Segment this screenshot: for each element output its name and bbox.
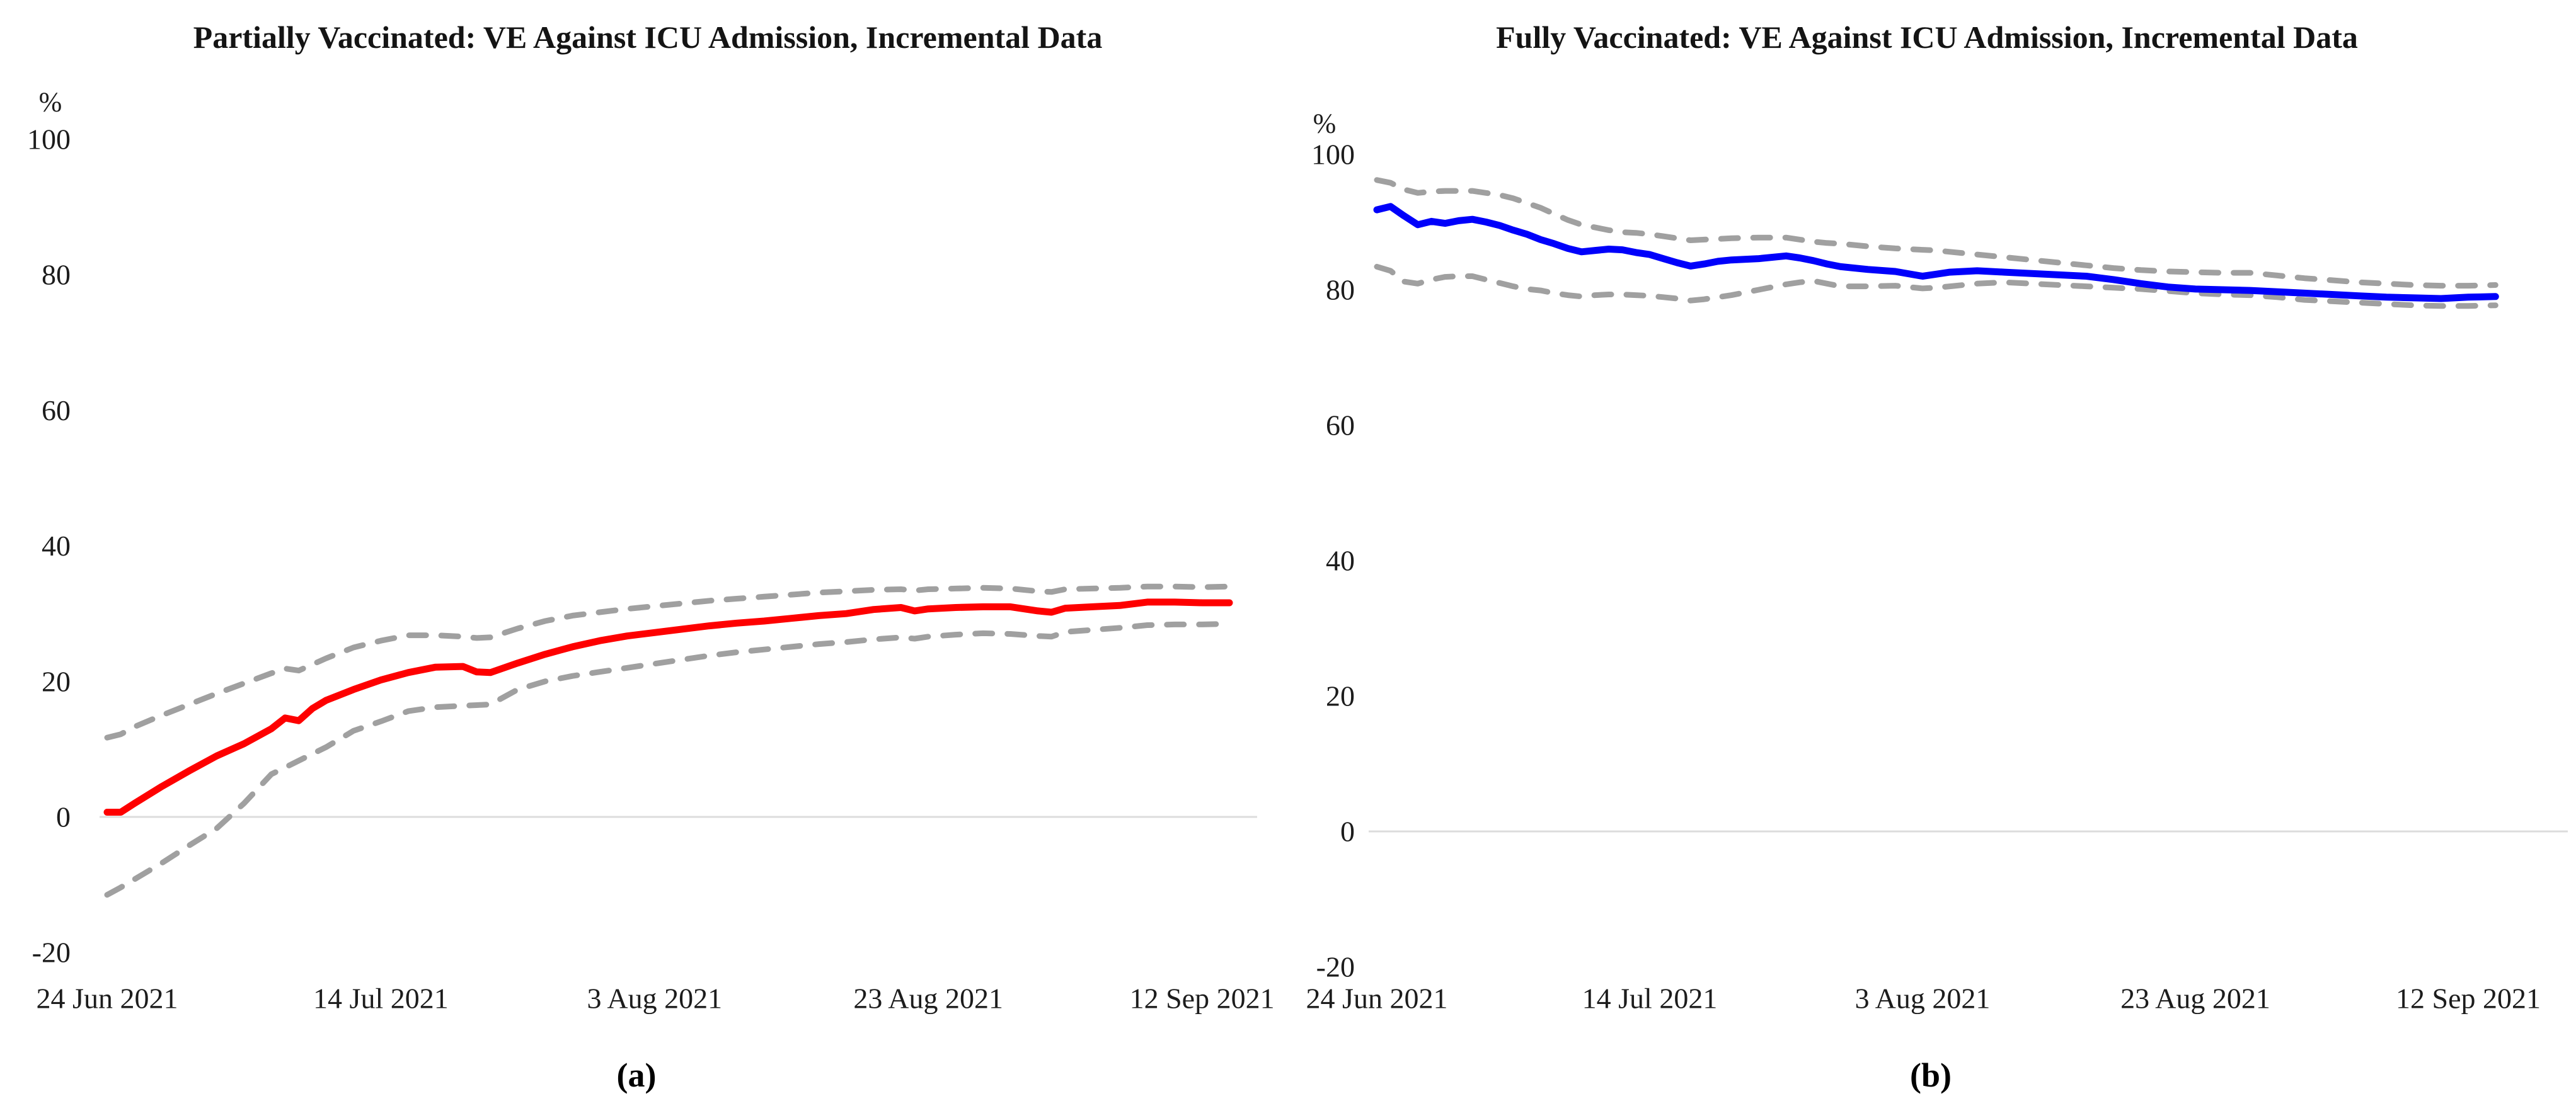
y-tick-label: 60 (42, 394, 71, 426)
y-tick-label: -20 (1316, 951, 1355, 983)
y-tick-label: 100 (27, 123, 71, 156)
ve-line (103, 598, 1233, 816)
ve-line (1373, 203, 2499, 302)
confidence-interval-line (104, 583, 1233, 741)
x-tick-label: 3 Aug 2021 (1855, 983, 1991, 1015)
y-tick-label: 80 (1326, 274, 1355, 306)
chart-title-fully-vaccinated: Fully Vaccinated: VE Against ICU Admissi… (1496, 20, 2358, 55)
x-tick-label: 24 Jun 2021 (1306, 983, 1448, 1015)
x-tick-label: 12 Sep 2021 (1130, 983, 1275, 1015)
panel-caption-a: (a) (616, 1056, 657, 1094)
y-axis-unit-label: % (39, 87, 62, 118)
y-tick-label: -20 (32, 937, 71, 969)
x-tick-label: 24 Jun 2021 (37, 983, 178, 1015)
y-tick-label: 80 (42, 259, 71, 291)
confidence-interval-line (1374, 177, 2498, 289)
x-tick-label: 23 Aug 2021 (853, 983, 1003, 1015)
confidence-interval-line (104, 620, 1233, 898)
y-axis-unit-label: % (1313, 108, 1337, 139)
y-tick-label: 40 (1326, 545, 1355, 577)
y-tick-label: 0 (1340, 816, 1355, 848)
y-tick-label: 20 (1326, 680, 1355, 712)
y-tick-label: 40 (42, 530, 71, 562)
y-tick-label: 60 (1326, 409, 1355, 442)
x-tick-label: 14 Jul 2021 (313, 983, 449, 1015)
x-tick-label: 23 Aug 2021 (2120, 983, 2270, 1015)
y-tick-label: 0 (56, 801, 71, 833)
x-tick-label: 12 Sep 2021 (2396, 983, 2541, 1015)
y-tick-label: 20 (42, 665, 71, 697)
x-tick-label: 14 Jul 2021 (1582, 983, 1718, 1015)
y-tick-label: 100 (1311, 139, 1355, 171)
chart-title-partially-vaccinated: Partially Vaccinated: VE Against ICU Adm… (193, 20, 1103, 55)
panel-caption-b: (b) (1910, 1056, 1952, 1094)
x-tick-label: 3 Aug 2021 (587, 983, 722, 1015)
confidence-interval-line (1374, 263, 2498, 309)
